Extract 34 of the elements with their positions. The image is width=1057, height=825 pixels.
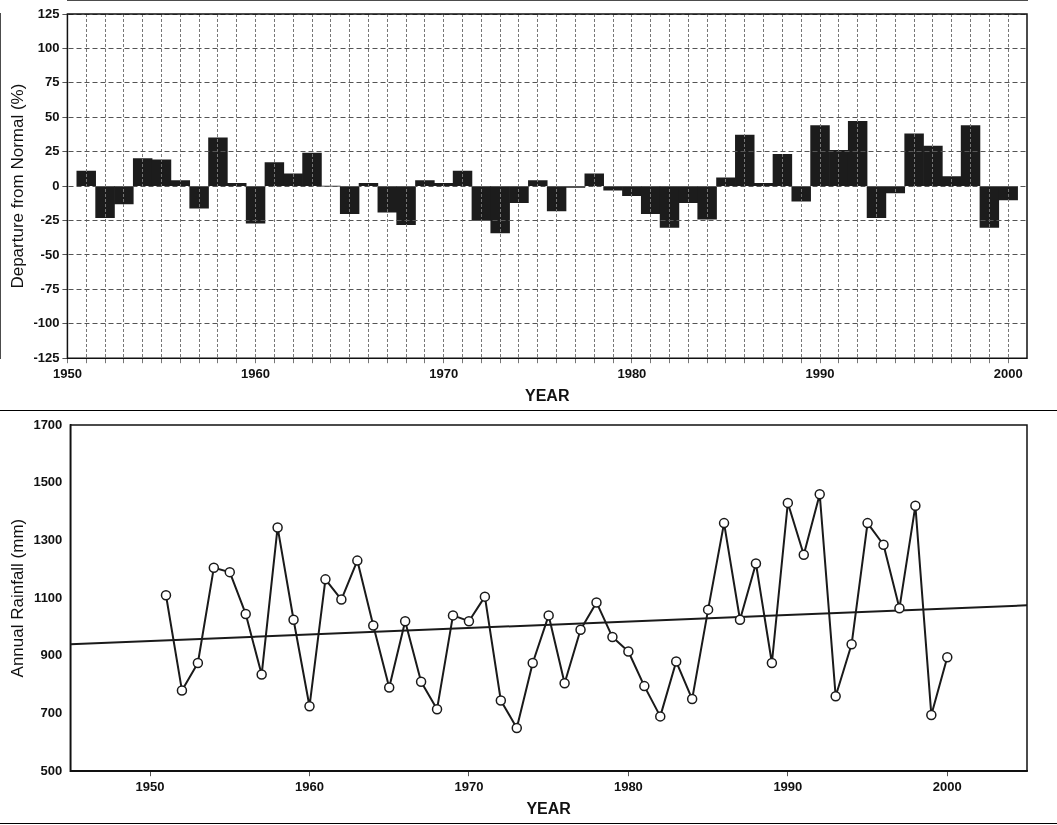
x-tick-label: 2000 <box>993 365 1023 381</box>
y-tick-label: 100 <box>37 40 60 55</box>
y-tick-label: 25 <box>44 143 60 159</box>
x-tick-label: 1980 <box>617 365 647 381</box>
x-tick-label: 2000 <box>932 778 962 794</box>
y-tick-label: 125 <box>37 5 60 21</box>
y-tick-label: -75 <box>40 280 60 296</box>
y-tick-label: 900 <box>40 647 63 663</box>
x-tick-label: 1960 <box>241 365 271 381</box>
y-tick-label: 500 <box>40 762 63 778</box>
y-axis-title: Annual Rainfall (mm) <box>7 518 27 678</box>
y-tick-label: 1300 <box>33 531 63 547</box>
y-tick-label: 1500 <box>33 474 63 490</box>
y-tick-label: -125 <box>33 349 60 365</box>
x-tick-label: 1950 <box>52 365 82 381</box>
y-tick-label: 50 <box>44 108 60 124</box>
y-tick-label: 1700 <box>33 416 63 432</box>
x-tick-label: 1970 <box>429 365 459 381</box>
y-axis-title: Departure from Normal (%) <box>7 83 27 289</box>
x-tick-label: 1990 <box>773 778 803 794</box>
y-tick-label: 0 <box>52 177 60 193</box>
x-tick-label: 1980 <box>613 778 643 794</box>
x-axis-title: YEAR <box>524 386 570 404</box>
x-axis-title: YEAR <box>526 799 572 817</box>
y-tick-label: 1100 <box>34 589 63 605</box>
y-tick-label: -100 <box>33 315 60 331</box>
x-tick-label: 1990 <box>805 365 835 381</box>
x-tick-label: 1960 <box>295 778 324 794</box>
y-tick-label: -50 <box>40 246 60 262</box>
y-tick-label: -25 <box>40 212 60 228</box>
y-tick-label: 700 <box>40 705 63 721</box>
x-tick-label: 1950 <box>135 778 165 794</box>
y-tick-label: 75 <box>44 74 60 90</box>
x-tick-label: 1970 <box>454 778 484 794</box>
